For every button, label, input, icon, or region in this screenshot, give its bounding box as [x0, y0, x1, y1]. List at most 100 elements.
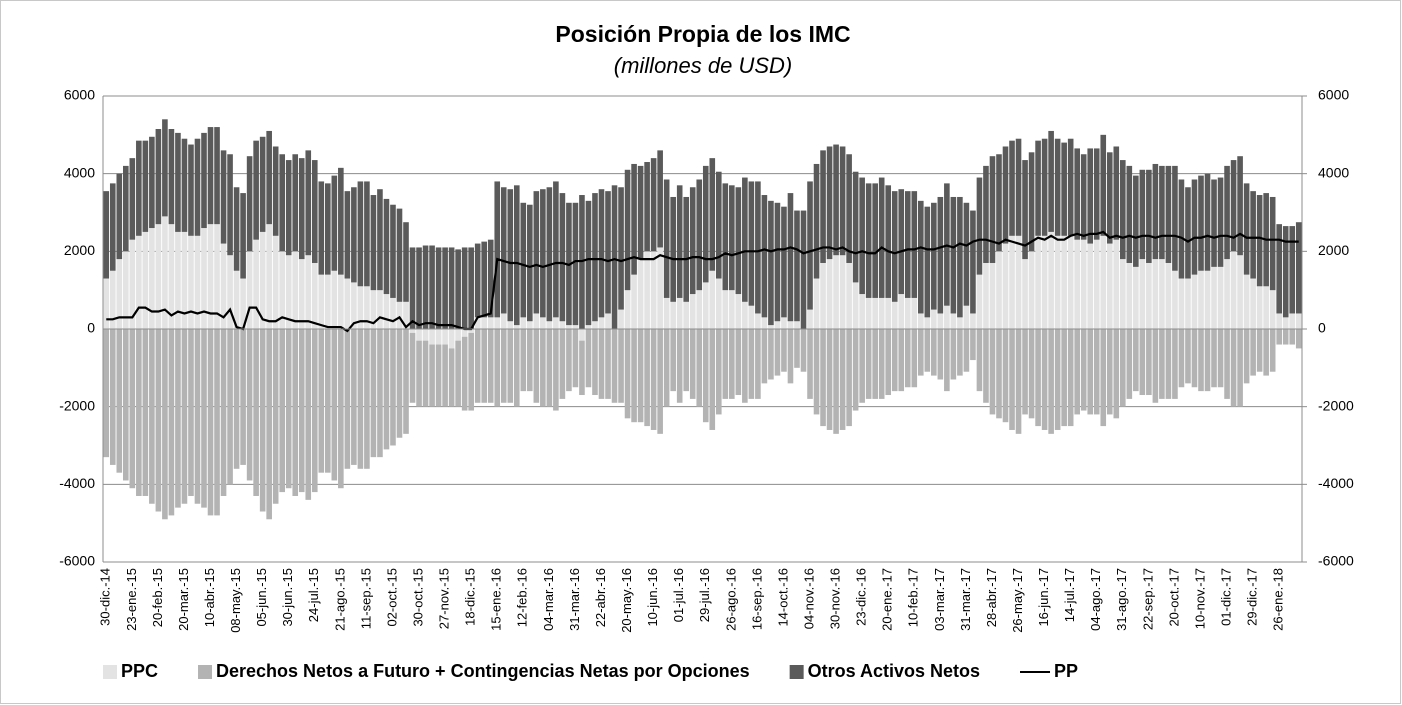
bar-segment [246, 156, 253, 252]
bar-segment [605, 191, 611, 314]
bar-segment [240, 329, 246, 465]
bar-segment [566, 325, 572, 329]
bar-segment [129, 158, 136, 240]
y2-tick-label: -2000 [1318, 397, 1354, 413]
bar-segment [279, 154, 286, 252]
x-tick-label: 20-mar.-15 [176, 568, 191, 631]
bar-segment [891, 301, 898, 329]
bar-segment [1191, 274, 1198, 329]
bar-segment [527, 204, 533, 322]
y2-tick-label: 6000 [1318, 87, 1349, 103]
bar-segment [1191, 329, 1198, 388]
bar-segment [507, 329, 514, 403]
bar-segment [800, 210, 807, 329]
bar-segment [1172, 165, 1178, 271]
bar-segment [904, 297, 911, 329]
bar-segment [351, 187, 357, 283]
bar-segment [474, 317, 481, 329]
bar-segment [1146, 329, 1152, 396]
bar-segment [996, 154, 1002, 252]
bar-segment [500, 187, 507, 314]
bar-segment [1152, 329, 1159, 403]
bar-segment [259, 136, 266, 232]
bar-segment [1035, 329, 1041, 427]
bar-segment [826, 329, 833, 430]
bar-segment [305, 329, 312, 500]
bar-segment [500, 329, 507, 403]
x-tick-label: 04-mar.-16 [541, 568, 556, 631]
bar-segment [318, 329, 325, 473]
x-tick-label: 10-feb.-17 [906, 568, 921, 627]
bar-segment [227, 329, 233, 485]
bar-segment [396, 329, 403, 438]
bar-segment [1119, 329, 1126, 407]
bar-segment [1113, 239, 1120, 329]
x-tick-label: 03-mar.-17 [932, 568, 947, 631]
bar-segment [383, 198, 390, 295]
bar-segment [116, 259, 123, 329]
chart-title: Posición Propia de los IMC [555, 21, 850, 47]
bar-segment [963, 305, 970, 329]
bar-segment [1061, 329, 1067, 427]
bar-segment [787, 321, 794, 329]
bar-segment [1100, 329, 1107, 427]
x-tick-label: 05-jun.-15 [254, 568, 269, 627]
bar-segment [722, 183, 729, 291]
x-tick-label: 01-jul.-16 [671, 568, 686, 622]
bar-segment [696, 290, 703, 329]
bar-segment [370, 290, 377, 329]
bar-segment [1022, 160, 1028, 260]
x-tick-label: 15-ene.-16 [489, 568, 504, 631]
bar-segment [396, 301, 403, 329]
bar-segment [1198, 329, 1204, 392]
x-tick-label: 22-abr.-16 [593, 568, 608, 627]
bar-segment [494, 317, 501, 329]
bar-segment [1178, 329, 1185, 388]
bar-segment [794, 321, 800, 329]
bar-segment [742, 329, 748, 403]
bar-segment [1022, 259, 1028, 329]
bar-segment [624, 290, 631, 329]
x-tick-label: 30-jun.-15 [280, 568, 295, 627]
x-tick-label: 08-may.-15 [228, 568, 243, 633]
bar-segment [761, 329, 768, 384]
bar-segment [937, 196, 944, 314]
bar-segment [1100, 134, 1107, 236]
bar-segment [546, 321, 553, 329]
bar-segment [429, 344, 435, 407]
bar-segment [1041, 235, 1048, 329]
bar-segment [207, 127, 214, 225]
bar-segment [1269, 329, 1276, 372]
bar-segment [683, 196, 690, 302]
bar-segment [637, 259, 644, 329]
bar-segment [872, 329, 878, 399]
bar-segment [566, 329, 572, 392]
bar-segment [123, 329, 129, 481]
bar-segment [487, 329, 494, 403]
bar-segment [331, 175, 338, 271]
bar-segment [663, 297, 670, 329]
bar-segment [1113, 329, 1120, 419]
bar-segment [305, 150, 312, 256]
bar-segment [931, 309, 937, 329]
bar-segment [650, 158, 657, 252]
bar-segment [311, 262, 318, 329]
bar-segment [377, 329, 383, 458]
bar-segment [220, 243, 227, 329]
bar-segment [442, 329, 448, 345]
bar-segment [533, 313, 540, 329]
x-tick-label: 20-feb.-15 [150, 568, 165, 627]
bar-segment [1002, 146, 1009, 244]
bar-segment [266, 224, 272, 329]
x-tick-label: 10-nov.-17 [1192, 568, 1207, 629]
bar-segment [813, 163, 820, 279]
bar-segment [683, 329, 690, 392]
bar-segment [409, 247, 416, 329]
bar-segment [579, 340, 585, 396]
bar-segment [338, 274, 344, 329]
bar-segment [207, 329, 214, 516]
bar-segment [611, 185, 618, 329]
bar-segment [246, 329, 253, 481]
bar-segment [859, 329, 865, 403]
bar-segment [774, 202, 781, 322]
